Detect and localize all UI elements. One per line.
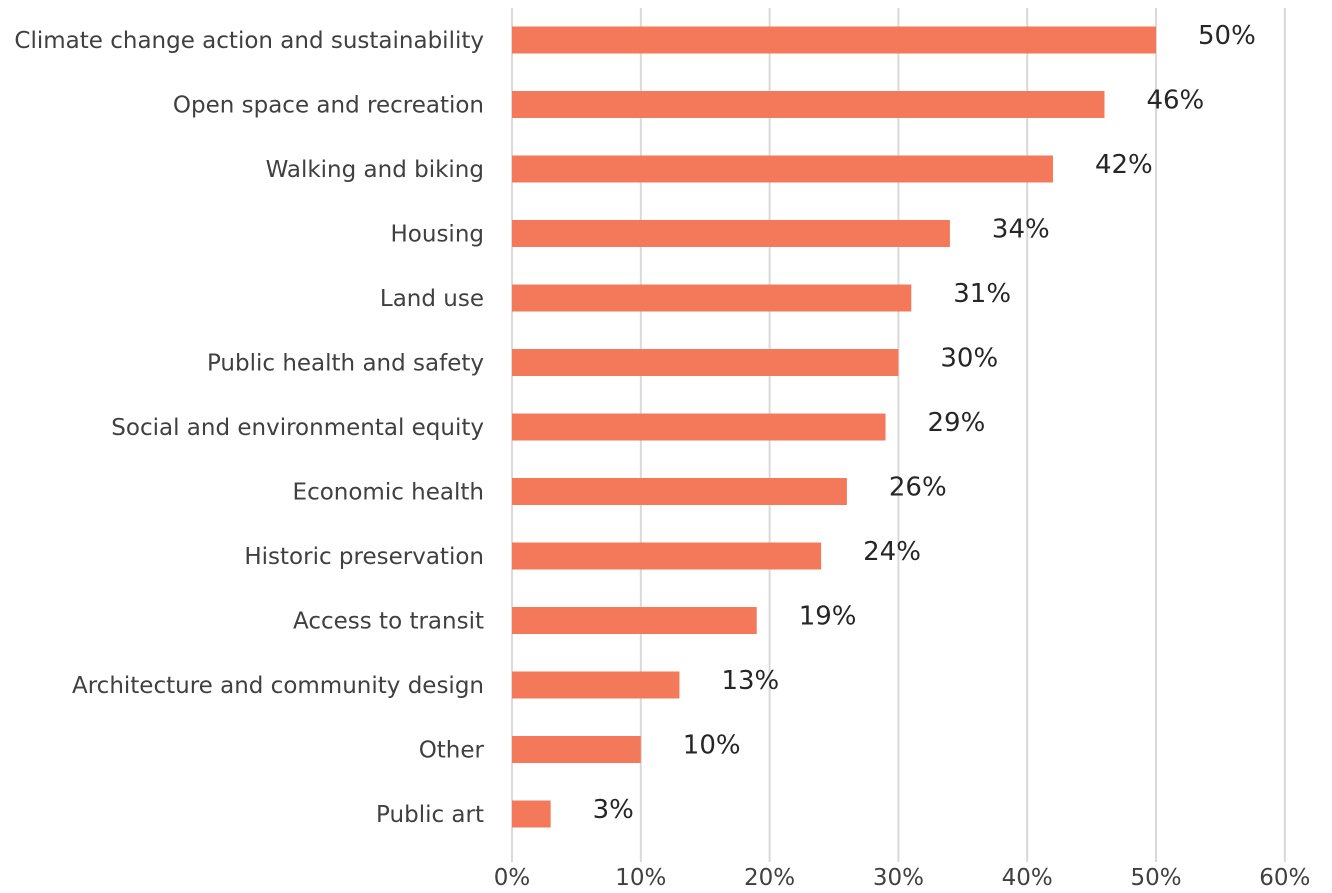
data-labels: 50% 46% 42% 34% 31% 30% 29% 26% 24% 19% 13% 10% 3% — [593, 21, 1256, 825]
data-label: 46% — [1146, 86, 1204, 116]
category-label: Architecture and community design — [72, 673, 484, 699]
category-label: Economic health — [293, 480, 484, 506]
x-tick-label: 40% — [1002, 865, 1053, 891]
category-label: Housing — [391, 222, 485, 248]
category-label: Land use — [380, 286, 484, 312]
x-axis-tick-labels: 0% 10% 20% 30% 40% 50% 60% — [494, 865, 1311, 891]
bar — [512, 349, 899, 376]
bar — [512, 155, 1053, 183]
x-tick-label: 60% — [1259, 865, 1310, 891]
data-label: 26% — [889, 473, 947, 503]
category-label: Public health and safety — [207, 351, 484, 377]
data-label: 34% — [992, 215, 1050, 245]
data-label: 19% — [799, 602, 857, 632]
data-label: 29% — [928, 408, 986, 438]
bars — [512, 26, 1156, 828]
x-tick-label: 30% — [873, 865, 924, 891]
category-label: Walking and biking — [266, 157, 484, 183]
data-label: 24% — [863, 537, 921, 567]
x-tick-label: 0% — [494, 865, 531, 891]
category-labels: Climate change action and sustainability… — [14, 28, 484, 828]
data-label: 42% — [1095, 150, 1153, 180]
bar — [512, 542, 822, 570]
bar — [512, 220, 950, 247]
data-label: 50% — [1198, 21, 1256, 51]
data-label: 31% — [953, 279, 1011, 309]
x-tick-label: 50% — [1130, 865, 1181, 891]
category-label: Historic preservation — [244, 544, 484, 570]
category-label: Access to transit — [293, 609, 484, 635]
data-label: 10% — [683, 731, 741, 761]
bar — [512, 91, 1105, 118]
data-label: 13% — [721, 666, 779, 696]
data-label: 30% — [940, 344, 998, 374]
data-label: 3% — [593, 795, 634, 825]
bar — [512, 284, 912, 312]
bar — [512, 478, 847, 505]
category-label: Open space and recreation — [173, 93, 484, 119]
category-label: Other — [419, 738, 485, 764]
category-label: Climate change action and sustainability — [14, 28, 484, 54]
bar — [512, 413, 886, 441]
x-tick-label: 20% — [744, 865, 795, 891]
bar — [512, 607, 757, 634]
x-tick-label: 10% — [615, 865, 666, 891]
category-label: Public art — [376, 802, 484, 828]
category-label: Social and environmental equity — [111, 415, 484, 441]
bar — [512, 736, 641, 763]
bar — [512, 26, 1156, 54]
bar — [512, 671, 680, 699]
bar — [512, 800, 551, 828]
